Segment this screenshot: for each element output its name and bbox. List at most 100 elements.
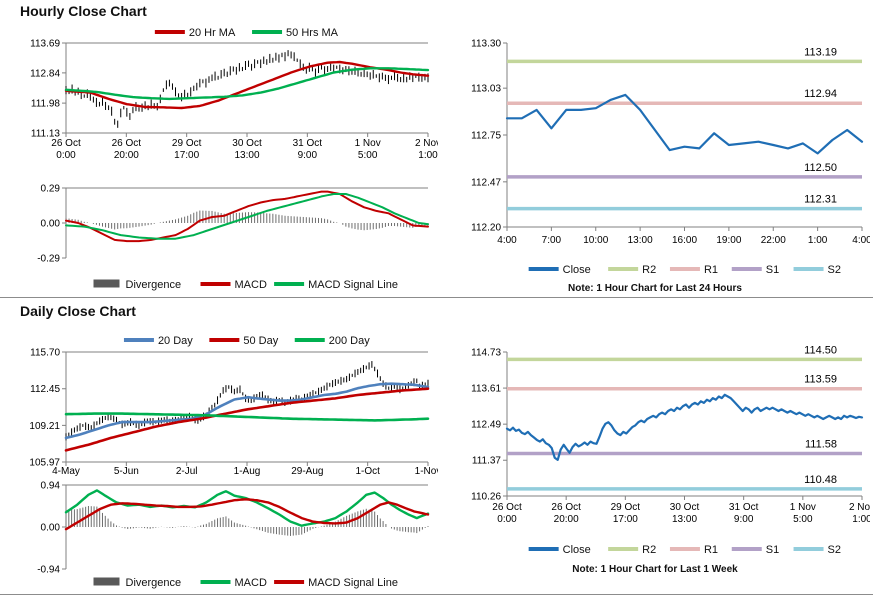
svg-text:29 Oct: 29 Oct xyxy=(172,138,202,149)
svg-text:112.49: 112.49 xyxy=(471,420,501,431)
svg-text:112.45: 112.45 xyxy=(30,384,60,395)
svg-text:31 Oct: 31 Oct xyxy=(729,502,759,513)
svg-text:0.00: 0.00 xyxy=(41,219,61,230)
svg-text:29 Oct: 29 Oct xyxy=(611,502,641,513)
svg-text:4:00: 4:00 xyxy=(497,235,517,246)
svg-text:26 Oct: 26 Oct xyxy=(112,138,142,149)
svg-text:MACD: MACD xyxy=(235,279,267,291)
svg-text:2 Nov: 2 Nov xyxy=(849,502,870,513)
hourly-section-title: Hourly Close Chart xyxy=(20,3,147,19)
svg-text:115.70: 115.70 xyxy=(30,348,60,359)
svg-text:0:00: 0:00 xyxy=(497,514,517,525)
svg-text:0.29: 0.29 xyxy=(41,184,61,195)
svg-text:26 Oct: 26 Oct xyxy=(551,502,581,513)
svg-text:16:00: 16:00 xyxy=(672,235,697,246)
svg-text:13:00: 13:00 xyxy=(234,150,259,161)
svg-text:R1: R1 xyxy=(704,264,718,276)
svg-text:112.31: 112.31 xyxy=(804,194,837,206)
svg-text:19:00: 19:00 xyxy=(716,235,741,246)
svg-text:29-Aug: 29-Aug xyxy=(291,466,323,476)
svg-text:Close: Close xyxy=(563,544,591,556)
svg-text:5:00: 5:00 xyxy=(793,514,813,525)
svg-text:10:00: 10:00 xyxy=(583,235,608,246)
svg-text:S2: S2 xyxy=(828,264,841,276)
svg-text:Close: Close xyxy=(563,264,591,276)
svg-text:113.61: 113.61 xyxy=(471,384,501,395)
svg-text:113.59: 113.59 xyxy=(804,374,837,386)
svg-text:114.50: 114.50 xyxy=(804,344,837,356)
svg-text:111.13: 111.13 xyxy=(31,129,61,140)
svg-text:0.94: 0.94 xyxy=(41,481,61,492)
svg-text:4-May: 4-May xyxy=(52,466,80,476)
svg-text:114.73: 114.73 xyxy=(471,348,501,359)
svg-text:R2: R2 xyxy=(642,264,656,276)
svg-text:S1: S1 xyxy=(766,544,779,556)
svg-text:9:00: 9:00 xyxy=(298,150,318,161)
svg-text:1:00: 1:00 xyxy=(852,514,870,525)
svg-text:5-Jun: 5-Jun xyxy=(114,466,139,476)
svg-text:112.47: 112.47 xyxy=(471,177,501,188)
svg-text:MACD Signal Line: MACD Signal Line xyxy=(308,279,398,291)
svg-text:31 Oct: 31 Oct xyxy=(293,138,323,149)
svg-text:7:00: 7:00 xyxy=(542,235,562,246)
svg-text:1-Nov: 1-Nov xyxy=(415,466,438,476)
svg-text:MACD: MACD xyxy=(235,577,267,589)
svg-text:MACD Signal Line: MACD Signal Line xyxy=(308,577,398,589)
svg-text:113.19: 113.19 xyxy=(804,46,837,58)
svg-text:R1: R1 xyxy=(704,544,718,556)
daily-support-resistance-chart-canvas: 114.73 113.61 112.49 111.37 110.26 26 Oct 0:00… xyxy=(471,344,870,556)
svg-text:17:00: 17:00 xyxy=(174,150,199,161)
hourly-sr-note: Note: 1 Hour Chart for Last 24 Hours xyxy=(568,283,742,294)
svg-text:0:00: 0:00 xyxy=(56,150,76,161)
svg-text:1:00: 1:00 xyxy=(808,235,828,246)
svg-text:R2: R2 xyxy=(642,544,656,556)
svg-text:2-Jul: 2-Jul xyxy=(176,466,198,476)
svg-text:110.26: 110.26 xyxy=(471,492,501,503)
svg-text:105.97: 105.97 xyxy=(29,458,60,469)
svg-text:1 Nov: 1 Nov xyxy=(790,502,816,513)
svg-text:1:00: 1:00 xyxy=(418,150,438,161)
svg-text:200 Day: 200 Day xyxy=(329,335,370,347)
svg-text:110.48: 110.48 xyxy=(804,474,837,486)
daily-sr-note: Note: 1 Hour Chart for Last 1 Week xyxy=(572,564,738,575)
svg-text:111.37: 111.37 xyxy=(472,456,502,467)
svg-text:17:00: 17:00 xyxy=(613,514,638,525)
svg-text:1 Nov: 1 Nov xyxy=(355,138,381,149)
svg-text:S2: S2 xyxy=(828,544,841,556)
svg-text:50 Hrs MA: 50 Hrs MA xyxy=(286,27,339,39)
svg-text:13:00: 13:00 xyxy=(672,514,697,525)
svg-text:20:00: 20:00 xyxy=(554,514,579,525)
bottom-divider xyxy=(0,594,873,595)
svg-text:112.75: 112.75 xyxy=(471,131,501,142)
svg-text:30 Oct: 30 Oct xyxy=(232,138,262,149)
svg-text:113.69: 113.69 xyxy=(30,39,60,50)
svg-text:111.98: 111.98 xyxy=(31,99,61,110)
svg-text:20 Hr MA: 20 Hr MA xyxy=(189,27,236,39)
svg-text:26 Oct: 26 Oct xyxy=(51,138,81,149)
svg-text:S1: S1 xyxy=(766,264,779,276)
svg-text:22:00: 22:00 xyxy=(761,235,786,246)
svg-text:30 Oct: 30 Oct xyxy=(670,502,700,513)
daily-macd-chart-canvas: 0.94 0.00 -0.94 Divergence MACD MACD Signal L… xyxy=(37,481,430,589)
svg-text:113.30: 113.30 xyxy=(471,39,501,50)
svg-text:113.03: 113.03 xyxy=(471,84,501,95)
svg-text:109.21: 109.21 xyxy=(29,421,60,432)
svg-text:1-Oct: 1-Oct xyxy=(355,466,380,476)
svg-text:112.20: 112.20 xyxy=(471,223,501,234)
svg-text:20 Day: 20 Day xyxy=(158,335,193,347)
svg-text:20:00: 20:00 xyxy=(114,150,139,161)
hourly-macd-chart-canvas: 0.29 0.00 -0.29 Divergence MACD MACD Signal L… xyxy=(37,184,429,291)
svg-text:-0.29: -0.29 xyxy=(37,254,60,265)
svg-text:1-Aug: 1-Aug xyxy=(234,466,261,476)
svg-text:112.84: 112.84 xyxy=(30,68,60,79)
svg-text:50 Day: 50 Day xyxy=(243,335,278,347)
svg-text:112.94: 112.94 xyxy=(804,88,837,100)
svg-text:5:00: 5:00 xyxy=(358,150,378,161)
svg-text:4:00: 4:00 xyxy=(852,235,870,246)
svg-text:111.58: 111.58 xyxy=(805,438,837,450)
svg-text:13:00: 13:00 xyxy=(628,235,653,246)
svg-text:9:00: 9:00 xyxy=(734,514,754,525)
